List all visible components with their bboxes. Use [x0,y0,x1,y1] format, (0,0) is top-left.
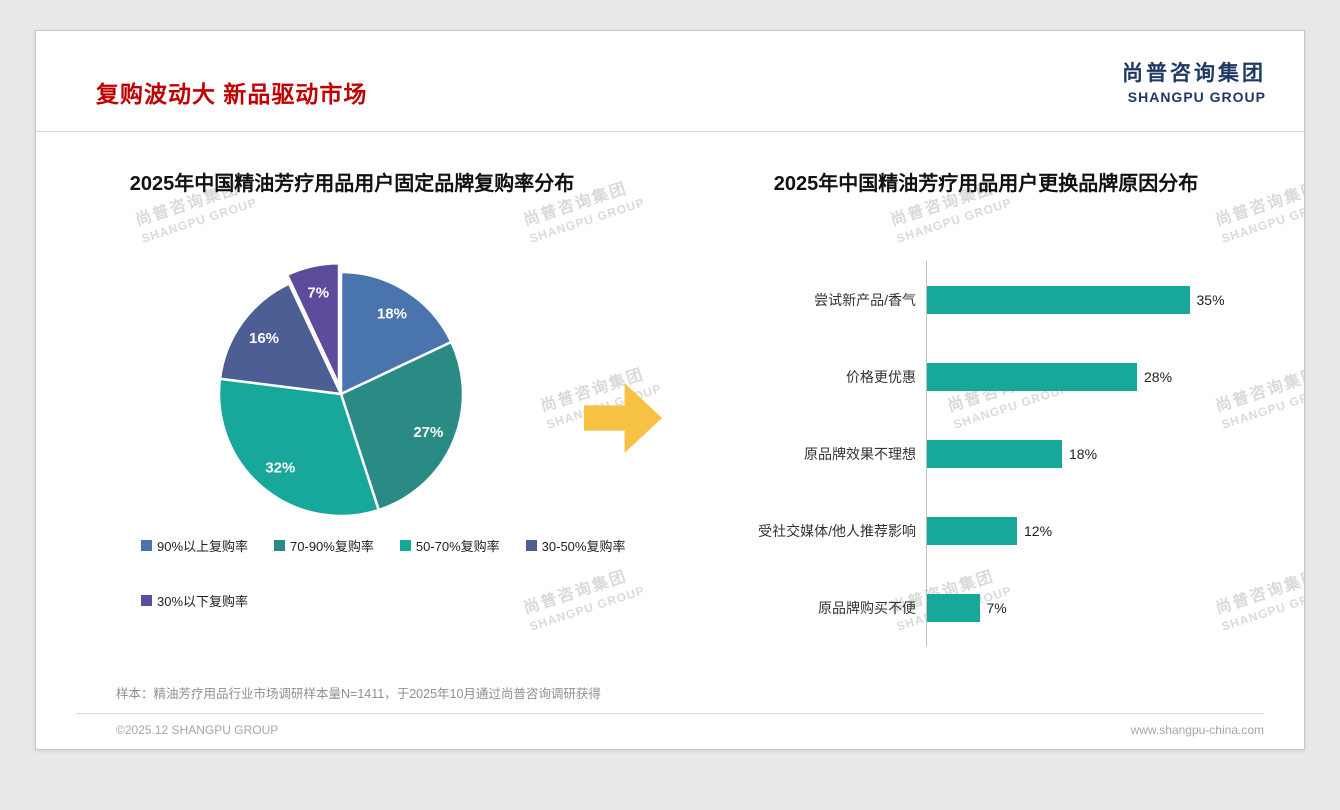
bar-row: 原品牌购买不便 7% [691,569,1266,646]
legend-item: 30-50%复购率 [525,536,626,555]
pie-data-label: 16% [249,330,279,347]
watermark-en-text: SHANGPU GROUP [1219,195,1305,246]
watermark-en-text: SHANGPU GROUP [139,195,259,246]
pie-chart: 18% 27% 32% 16% 7% [217,261,465,518]
legend-swatch [274,540,286,551]
bar-area: 12% [926,492,1266,569]
watermark-en-text: SHANGPU GROUP [894,195,1014,246]
bar-value-label: 7% [986,599,1007,616]
pie-data-label: 18% [377,306,407,323]
bar-area: 7% [926,569,1266,646]
logo-cn-text: 尚普咨询集团 [1122,62,1266,85]
bar-area: 35% [926,261,1266,338]
logo-en-text: SHANGPU GROUP [1127,89,1266,105]
pie-slice-2 [217,377,381,518]
bar-area: 18% [926,415,1266,492]
footer-copyright: ©2025.12 SHANGPU GROUP [116,723,279,737]
bar-value-label: 28% [1144,368,1173,385]
legend-label: 30%以下复购率 [157,594,249,609]
bar-value-label: 12% [1024,522,1053,539]
pie-data-label: 7% [307,284,329,301]
pie-data-label: 32% [265,459,295,476]
legend-label: 50-70%复购率 [415,539,500,554]
pie-legend: 90%以上复购率 70-90%复购率 50-70%复购率 30-50%复购率 30%以下… [141,536,641,610]
legend-swatch [141,540,152,551]
bar-row: 尝试新产品/香气 35% [691,261,1266,338]
sample-footnote: 样本：精油芳疗用品行业市场调研样本量N=1411，于2025年10月通过尚普咨询… [116,687,601,701]
legend-item: 90%以上复购率 [141,536,248,555]
legend-swatch [399,540,411,551]
pie-slice-1 [339,340,465,512]
legend-swatch [525,540,537,551]
pie-slice-3 [218,281,344,396]
pie-data-label: 27% [413,424,443,441]
legend-item: 30%以下复购率 [141,591,248,610]
bar-value-label: 18% [1069,445,1098,462]
pie-slice-4 [285,261,341,386]
bar [927,439,1062,468]
company-logo: 尚普咨询集团 SHANGPU GROUP [1122,57,1266,105]
bar [927,285,1190,314]
bar [927,516,1017,545]
legend-item: 70-90%复购率 [274,536,374,555]
bar [927,593,980,622]
bar-category-label: 受社交媒体/他人推荐影响 [758,522,916,539]
right-arrow-icon [584,383,662,453]
bar-row: 受社交媒体/他人推荐影响 12% [691,492,1266,569]
bar-chart: 尝试新产品/香气 35% 价格更优惠 28% 原品牌效果不理想 18% 受社交媒体/他人推荐… [691,261,1266,646]
footer-website: www.shangpu-china.com [1130,723,1264,737]
legend-label: 30-50%复购率 [541,539,626,554]
bar-chart-title: 2025年中国精油芳疗用品用户更换品牌原因分布 [773,173,1199,195]
legend-label: 90%以上复购率 [157,539,249,554]
legend-label: 70-90%复购率 [290,539,374,554]
bar-row: 价格更优惠 28% [691,338,1266,415]
bar [927,362,1137,391]
pie-slice-0 [339,270,454,396]
bar-category-label: 尝试新产品/香气 [814,291,916,308]
slide: 尚普咨询集团 SHANGPU GROUP 尚普咨询集团 SHANGPU GROUP 尚普… [35,30,1305,750]
bar-category-label: 原品牌效果不理想 [804,445,916,462]
pie-chart-title: 2025年中国精油芳疗用品用户固定品牌复购率分布 [129,173,575,195]
bar-category-label: 价格更优惠 [846,368,916,385]
bar-value-label: 35% [1196,291,1225,308]
page-title: 复购波动大 新品驱动市场 [96,81,368,107]
legend-item: 50-70%复购率 [399,536,500,555]
legend-swatch [141,595,152,606]
bar-area: 28% [926,338,1266,415]
header-divider [36,131,1304,132]
bar-category-label: 原品牌购买不便 [818,599,916,616]
footer-divider [76,713,1264,714]
watermark-en-text: SHANGPU GROUP [527,195,647,246]
bar-row: 原品牌效果不理想 18% [691,415,1266,492]
